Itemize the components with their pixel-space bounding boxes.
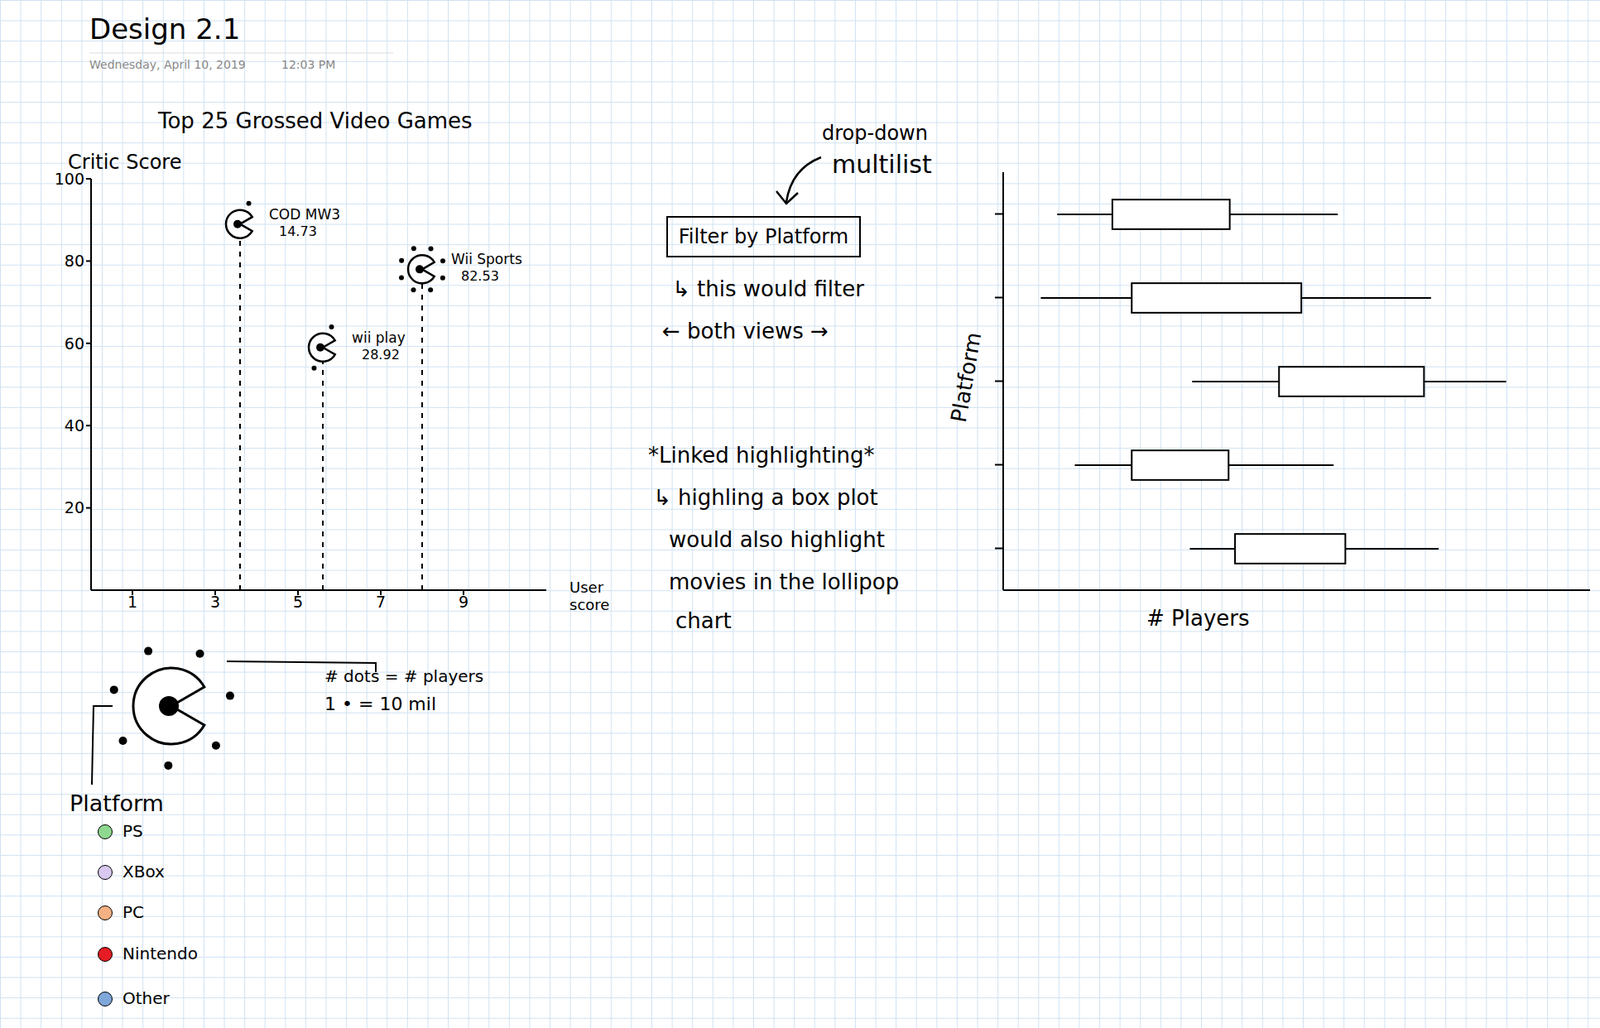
svg-text:28.92: 28.92 [361,346,400,363]
svg-text:14.73: 14.73 [278,223,318,240]
html-text:Wednesday, April 10, 2019: Wednesday, April 10, 2019 [89,57,246,72]
html-text:Design 2.1: Design 2.1 [89,12,241,46]
svg-text:Wii Sports: Wii Sports [451,250,523,268]
html-text:Nintendo: Nintendo [122,943,198,964]
svg-text:20: 20 [64,498,85,517]
html-text:would also highlight: would also highlight [668,527,885,553]
svg-text:5: 5 [293,592,303,611]
html-text:multilist: multilist [831,149,932,179]
html-text:drop-down: drop-down [821,121,928,145]
html-text:movies in the lollipop: movies in the lollipop [668,569,900,595]
html-text:PC: PC [122,902,145,923]
html-text:1 • = 10 mil: 1 • = 10 mil [324,693,437,715]
html-text:↳ highling a box plot: ↳ highling a box plot [653,485,878,510]
svg-text:82.53: 82.53 [461,268,500,284]
html-text:Platform: Platform [69,790,164,817]
svg-text:100: 100 [54,169,85,188]
svg-text:1: 1 [127,592,138,611]
html-text:chart: chart [675,608,732,634]
html-text:12:03 PM: 12:03 PM [281,57,336,72]
svg-text:wii play: wii play [351,329,406,346]
svg-text:40: 40 [64,416,85,435]
svg-text:COD MW3: COD MW3 [269,206,341,223]
svg-text:3: 3 [210,592,221,611]
html-text:Filter by Platform: Filter by Platform [678,225,849,249]
html-text:# Players: # Players [1146,605,1250,631]
svg-text:7: 7 [375,592,386,611]
svg-text:9: 9 [458,592,469,611]
html-text:PS: PS [122,821,144,841]
html-text:*Linked highlighting*: *Linked highlighting* [648,442,875,468]
html-text:XBox: XBox [122,861,165,882]
html-text:Critic Score: Critic Score [67,150,182,174]
html-text:← both views →: ← both views → [662,318,829,344]
svg-text:60: 60 [64,334,85,353]
html-text:Other: Other [122,988,170,1009]
html-text:Platform: Platform [945,330,987,425]
html-text:User score: User score [569,578,610,614]
html-text:↳ this would filter: ↳ this would filter [672,276,865,302]
html-text:Top 25 Grossed Video Games: Top 25 Grossed Video Games [158,108,473,134]
html-text:# dots = # players: # dots = # players [324,666,484,687]
svg-text:80: 80 [64,251,85,270]
